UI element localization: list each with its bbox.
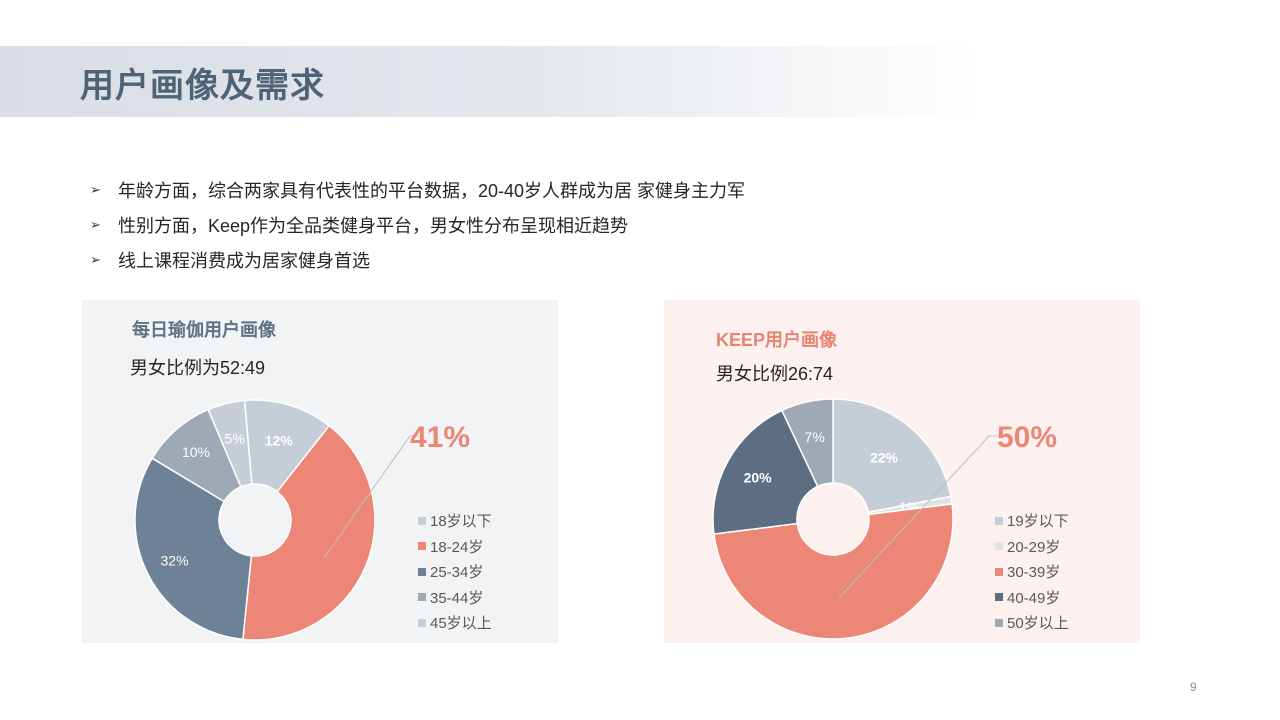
panel-title: 每日瑜伽用户画像 <box>132 320 276 340</box>
title-banner <box>0 46 980 117</box>
pie-slice-1 <box>832 398 952 514</box>
page-number: 9 <box>1190 680 1197 694</box>
bullet-item: ➢ 线上课程消费成为居家健身首选 <box>90 242 745 277</box>
legend-item: 45岁以上 <box>418 610 492 636</box>
slice-label: 7% <box>805 429 825 445</box>
pie-slice-5 <box>207 399 253 488</box>
legend-item: 18岁以下 <box>418 508 492 534</box>
legend-swatch <box>418 593 426 602</box>
legend-swatch <box>995 593 1003 602</box>
slice-label: 20% <box>744 470 773 486</box>
chart-legend: 18岁以下 18-24岁 25-34岁 35-44岁 45岁以上 <box>418 508 492 636</box>
legend-item: 50岁以上 <box>995 610 1069 636</box>
chart-legend: 19岁以下 20-29岁 30-39岁 40-49岁 50岁以上 <box>995 508 1069 636</box>
callout-value: 41% <box>410 421 470 454</box>
arrow-bullet-icon: ➢ <box>90 251 101 267</box>
slice-label: 10% <box>182 444 210 460</box>
legend-item: 35-44岁 <box>418 585 492 611</box>
arrow-bullet-icon: ➢ <box>90 216 101 232</box>
pie-slice-2 <box>242 424 376 641</box>
bullet-text: 年龄方面，综合两家具有代表性的平台数据，20-40岁人群成为居 家健身主力军 <box>118 180 746 201</box>
legend-label: 50岁以上 <box>1007 615 1069 633</box>
legend-swatch <box>995 542 1003 551</box>
gender-ratio: 男女比例26:74 <box>716 364 834 384</box>
slice-label: 12% <box>265 432 294 448</box>
legend-label: 20-29岁 <box>1007 538 1061 556</box>
legend-swatch <box>418 542 426 551</box>
legend-swatch <box>995 567 1003 576</box>
legend-label: 35-44岁 <box>430 589 484 607</box>
bullet-list: ➢ 年龄方面，综合两家具有代表性的平台数据，20-40岁人群成为居 家健身主力军… <box>90 172 745 277</box>
legend-label: 19岁以下 <box>1007 513 1069 531</box>
slice-label: 32% <box>161 552 189 568</box>
slice-label: 22% <box>870 449 899 465</box>
callout-value: 50% <box>997 421 1057 454</box>
donut-chart: 22%1%20%7% 50% <box>712 398 1057 640</box>
legend-item: 40-49岁 <box>995 585 1069 611</box>
legend-item: 25-34岁 <box>418 559 492 585</box>
panel-title: KEEP用户画像 <box>716 330 838 350</box>
slice-label: 5% <box>225 430 245 446</box>
pie-slice-4 <box>712 409 819 535</box>
yoga-user-panel: 每日瑜伽用户画像 男女比例为52:49 12% 32% 10% 5% 41% 18岁以下… <box>82 300 558 643</box>
legend-label: 45岁以上 <box>430 615 492 633</box>
legend-item: 18-24岁 <box>418 534 492 560</box>
bullet-item: ➢ 性别方面，Keep作为全品类健身平台，男女性分布呈现相近趋势 <box>90 207 745 242</box>
legend-swatch <box>418 567 426 576</box>
callout-leader-line <box>838 435 997 599</box>
bullet-text: 线上课程消费成为居家健身首选 <box>118 250 370 271</box>
legend-item: 19岁以下 <box>995 508 1069 534</box>
pie-slice-5 <box>780 398 834 488</box>
arrow-bullet-icon: ➢ <box>90 181 101 197</box>
legend-swatch <box>418 516 426 525</box>
legend-label: 30-39岁 <box>1007 564 1061 582</box>
legend-label: 18岁以下 <box>430 513 492 531</box>
legend-item: 30-39岁 <box>995 559 1069 585</box>
legend-label: 40-49岁 <box>1007 589 1061 607</box>
legend-swatch <box>418 618 426 627</box>
page-title: 用户画像及需求 <box>80 66 325 106</box>
bullet-text: 性别方面，Keep作为全品类健身平台，男女性分布呈现相近趋势 <box>118 215 629 236</box>
legend-label: 18-24岁 <box>430 538 484 556</box>
keep-user-panel: KEEP用户画像 男女比例26:74 22% 1% 20% 7% 50% 19岁以下 20… <box>664 300 1140 643</box>
pie-slice-3 <box>713 503 954 640</box>
legend-label: 25-34岁 <box>430 564 484 582</box>
bullet-item: ➢ 年龄方面，综合两家具有代表性的平台数据，20-40岁人群成为居 家健身主力军 <box>90 172 745 207</box>
legend-swatch <box>995 516 1003 525</box>
legend-swatch <box>995 618 1003 627</box>
pie-slice-3 <box>134 457 253 641</box>
callout-leader-line <box>323 435 418 559</box>
legend-item: 20-29岁 <box>995 534 1069 560</box>
donut-chart: 12% 32% 10% 5% 41% <box>134 399 470 641</box>
gender-ratio: 男女比例为52:49 <box>130 358 266 378</box>
